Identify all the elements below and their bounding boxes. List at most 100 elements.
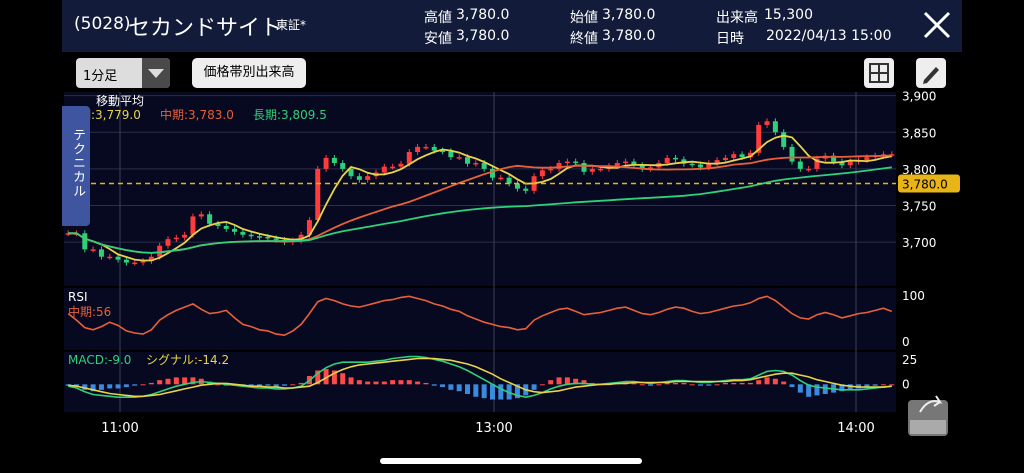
macd-histogram-bar [398,380,404,385]
open-label: 始値 [570,10,598,26]
candle-body [298,234,304,241]
macd-histogram-bar [290,384,296,386]
header-bar: (5028) セカンドサイト 東証* 高値 3,780.0 安値 3,780.0… [62,0,962,52]
candle-body [440,150,446,153]
macd-line [68,355,892,399]
close-icon [923,11,951,39]
candle-body [415,146,421,153]
time-tick-label: 14:00 [837,421,874,436]
macd-histogram-bar [872,384,878,386]
candle-body [107,256,113,259]
low-value: 3,780.0 [456,28,510,44]
candle-body [240,231,246,235]
macd-histogram-bar [132,384,138,386]
macd-histogram-bar [548,380,554,385]
chevron-down-icon [142,58,170,88]
macd-histogram-bar [298,382,304,385]
candle-body [589,168,595,172]
macd-histogram-bar [847,384,853,390]
macd-histogram-bar [648,384,654,386]
macd-histogram-bar [215,384,221,386]
candle-body [123,259,129,263]
macd-histogram-bar [406,380,412,385]
macd-histogram-bar [456,384,462,392]
candle-body [548,168,554,171]
candle-body [340,163,346,169]
macd-histogram-bar [465,384,471,394]
candle-body [806,168,812,171]
candle-body [273,238,279,240]
candle-body [498,177,504,180]
macd-histogram-bar [157,380,163,385]
macd-histogram-bar [348,377,354,385]
draw-button[interactable] [916,58,946,88]
time-tick-label: 13:00 [475,421,512,436]
macd-histogram-bar [90,384,96,392]
technical-tab-label: テクニカル [70,128,85,198]
candle-body [889,154,895,156]
high-label: 高値 [424,10,452,26]
macd-histogram-bar [173,377,179,385]
macd-histogram-bar [881,384,887,386]
price-tick-label: 3,900 [902,90,936,104]
macd-histogram-bar [365,381,371,385]
datetime-label: 日時 [716,31,744,47]
layout-button[interactable] [864,58,894,88]
price-tick-label: 3,750 [902,199,936,213]
ma-legend-item: 長期:3,809.5 [253,108,327,122]
fullscreen-icon[interactable] [908,395,948,436]
macd-histogram-bar [681,382,687,385]
stock-name: セカンドサイト [128,16,283,41]
macd-histogram-bar [822,384,828,394]
candle-body [265,236,271,239]
candle-body [556,163,562,169]
candle-body [689,163,695,166]
chart-toolbar: 1分足 価格帯別出来高 [62,52,962,92]
close-button[interactable] [920,8,954,42]
macd-histogram-bar [581,380,587,385]
macd-histogram-bar [539,384,545,386]
macd-histogram-bar [315,370,321,385]
macd-histogram-bar [706,384,712,386]
interval-value: 1分足 [83,69,118,84]
candle-body [631,161,637,166]
rsi-line [67,295,893,337]
candle-body [564,161,570,164]
macd-histogram-bar [814,384,820,396]
candle-body [697,164,703,168]
macd-histogram-bar [98,384,104,390]
candle-body [739,154,745,158]
macd-histogram-bar [415,381,421,385]
volume-label: 出来高 [716,10,758,26]
candle-body [639,165,645,169]
macd-histogram-bar [714,384,720,386]
candle-body [831,155,837,162]
rsi-legend: 中期:56 [68,304,111,319]
candle-body [598,168,604,171]
candle-body [514,183,520,189]
candle-body [406,152,412,164]
volume-profile-button[interactable]: 価格帯別出来高 [192,58,306,88]
macd-histogram-bar [248,384,254,386]
macd-legend: MACD:-9.0 [68,353,131,367]
interval-select[interactable]: 1分足 [76,58,170,88]
technical-tab[interactable]: テクニカル [62,106,90,226]
candle-body [140,261,146,263]
price-tick-label: 3,800 [902,163,936,177]
candle-body [431,146,437,151]
market-badge: 東証* [276,18,307,32]
macd-tick-label: 0 [902,377,910,391]
candle-body [789,146,795,162]
macd-histogram-bar [373,381,379,385]
candle-body [772,121,778,133]
fullscreen-icon-base [910,420,946,434]
candle-body [781,132,787,147]
candle-body [198,214,204,217]
macd-histogram-bar [356,380,362,385]
macd-histogram-bar [781,381,787,385]
candle-body [714,160,720,164]
candle-body [465,157,471,164]
candle-body [331,157,337,164]
macd-histogram-bar [797,384,803,393]
